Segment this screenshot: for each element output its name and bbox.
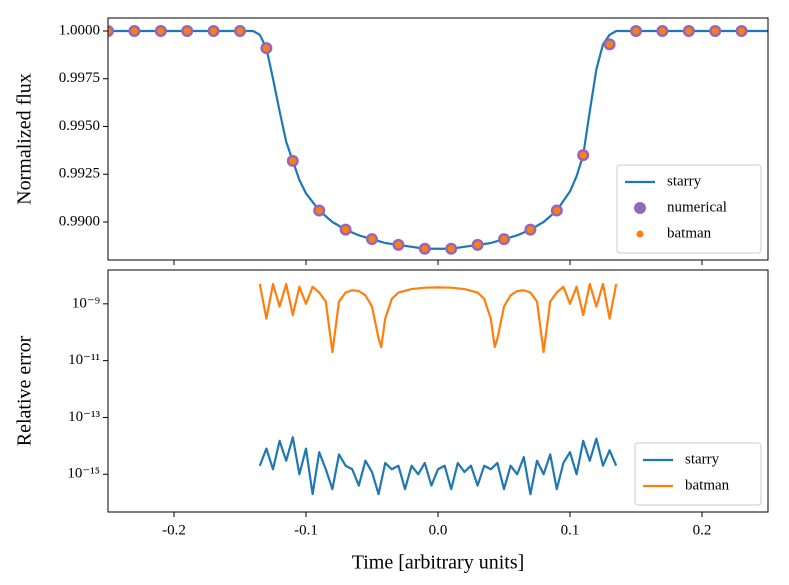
- y-tick-label: 0.9925: [59, 166, 100, 182]
- plot-area: [108, 24, 768, 255]
- marker: [108, 27, 112, 35]
- legend-label: batman: [667, 225, 712, 241]
- plot-area: [258, 282, 618, 496]
- marker: [553, 207, 561, 215]
- marker: [183, 27, 191, 35]
- marker: [711, 27, 719, 35]
- x-tick-label: -0.2: [162, 522, 186, 538]
- marker: [236, 27, 244, 35]
- marker: [368, 235, 376, 243]
- y-axis-label: Normalized flux: [14, 73, 36, 205]
- frame: [107, 17, 769, 261]
- x-axis-label: Time [arbitrary units]: [352, 552, 525, 574]
- marker: [632, 27, 640, 35]
- legend-box: [616, 164, 762, 254]
- legend-label: starry: [685, 451, 720, 467]
- marker: [315, 207, 323, 215]
- frame: [107, 269, 769, 513]
- marker: [500, 235, 508, 243]
- legend-label: batman: [685, 477, 730, 493]
- marker: [289, 157, 297, 165]
- legend-box: [634, 442, 762, 506]
- y-tick-label: 10⁻¹⁵: [67, 466, 100, 482]
- marker: [526, 226, 534, 234]
- marker: [342, 226, 350, 234]
- y-tick-label: 1.0000: [59, 22, 100, 38]
- y-tick-label: 0.9975: [59, 70, 100, 86]
- marker: [262, 44, 270, 52]
- marker: [579, 151, 587, 159]
- marker: [394, 241, 402, 249]
- legend-label: numerical: [667, 199, 727, 215]
- marker: [658, 27, 666, 35]
- line: [258, 436, 618, 496]
- legend-marker: [634, 202, 646, 214]
- marker: [447, 245, 455, 253]
- x-tick-label: -0.1: [294, 522, 318, 538]
- legend-marker: [636, 230, 644, 238]
- y-tick-label: 0.9900: [59, 213, 100, 229]
- marker: [685, 27, 693, 35]
- legend: starry numerical batman: [616, 164, 762, 254]
- legend-label: starry: [667, 173, 702, 189]
- marker: [474, 241, 482, 249]
- x-tick-label: 0.2: [693, 522, 712, 538]
- axes: -0.2 -0.1 0.0 0.1 0.2 10⁻¹⁵ 10⁻¹³ 10⁻¹¹ 10⁻⁹ Rela…: [14, 269, 769, 574]
- marker: [738, 27, 746, 35]
- marker: [606, 40, 614, 48]
- y-tick-label: 10⁻⁹: [72, 295, 100, 311]
- y-tick-label: 10⁻¹¹: [68, 352, 100, 368]
- line: [258, 282, 618, 354]
- y-tick-label: 0.9950: [59, 118, 100, 134]
- y-axis-label: Relative error: [14, 335, 36, 446]
- axes: 0.9900 0.9925 0.9950 0.9975 1.0000 Normalized…: [14, 17, 769, 265]
- x-tick-label: 0.0: [429, 522, 448, 538]
- marker: [421, 245, 429, 253]
- line: [108, 29, 768, 250]
- marker: [210, 27, 218, 35]
- x-tick-label: 0.1: [561, 522, 580, 538]
- legend: starry batman: [634, 442, 762, 506]
- marker: [130, 27, 138, 35]
- marker: [157, 27, 165, 35]
- y-tick-label: 10⁻¹³: [68, 409, 100, 425]
